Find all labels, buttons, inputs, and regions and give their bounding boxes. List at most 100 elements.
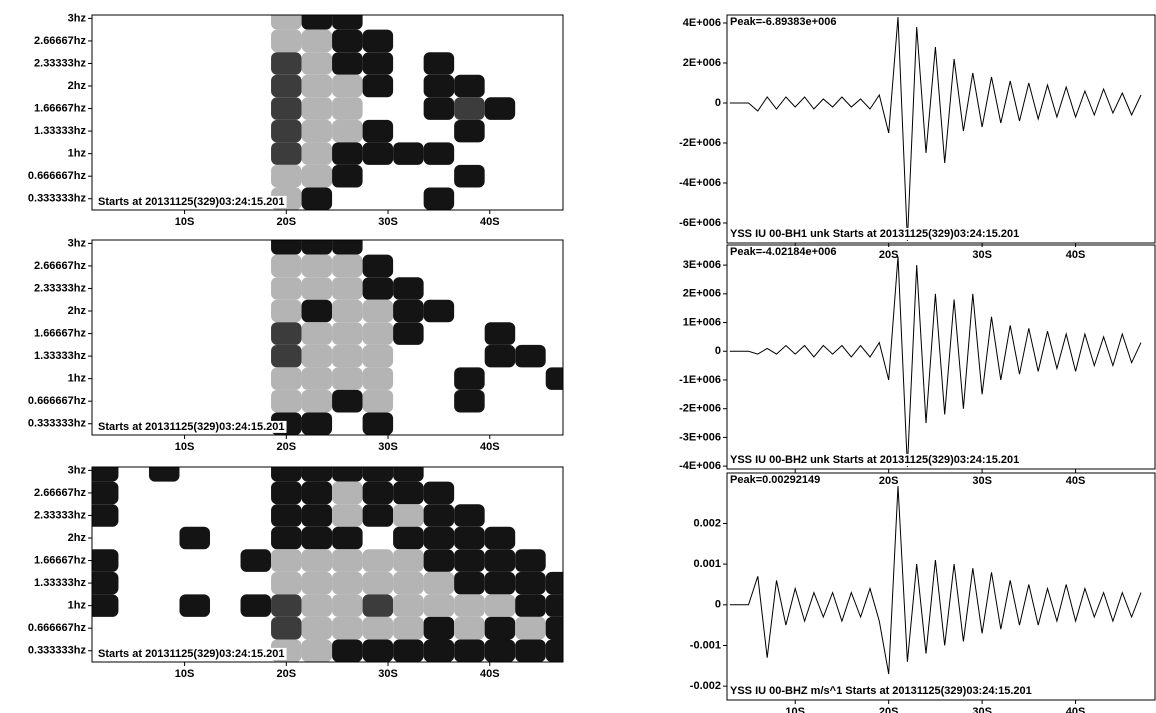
peak-label: Peak=-6.89383e+006 (730, 16, 836, 28)
spectrogram-cell (332, 97, 363, 120)
spectrogram-cell (332, 367, 363, 390)
spectrogram-cell (515, 639, 546, 662)
spectrogram-cell (332, 549, 363, 572)
y-tick-label: 3hz (68, 464, 87, 476)
spectrogram-cell (301, 481, 333, 505)
label-background (96, 195, 287, 208)
start-time-label: Starts at 20131125(329)03:24:15.201 (98, 421, 285, 433)
y-tick-label: 2.33333hz (34, 282, 86, 294)
y-tick-label: 0.666667hz (28, 622, 87, 634)
spectrogram-cell (362, 277, 394, 300)
spectrogram-cell (332, 277, 363, 300)
spectrogram-cell (393, 299, 424, 323)
y-tick-label: 3E+006 (683, 259, 721, 271)
spectrogram-cell (301, 594, 333, 617)
spectrogram-cell (454, 571, 485, 595)
spectrogram-cell (301, 571, 333, 595)
start-time-label: Starts at 20131125(329)03:24:15.201 (98, 648, 285, 660)
y-tick-label: 2hz (68, 305, 87, 317)
spectrogram-cell (271, 119, 302, 143)
spectrogram-cell (393, 142, 424, 165)
y-tick-label: 1.33333hz (34, 125, 86, 137)
spectrogram-cell (423, 571, 455, 595)
y-tick-label: -3E+006 (679, 431, 721, 443)
x-tick-label: 20S (277, 668, 297, 680)
spectrogram-cell (362, 571, 394, 595)
x-tick-label: 10S (175, 441, 195, 453)
x-tick-label: 30S (378, 441, 398, 453)
y-tick-label: 1.66667hz (34, 327, 86, 339)
y-tick-label: 0.333333hz (28, 193, 87, 205)
spectrogram-cell (271, 481, 302, 505)
plot-frame (726, 244, 1156, 470)
spectrogram-cell (301, 322, 333, 345)
x-tick-label: 30S (972, 706, 992, 713)
y-tick-label: 0 (715, 345, 721, 357)
channel-caption: YSS IU 00-BHZ m/s^1 Starts at 20131125(3… (730, 685, 1032, 697)
spectrogram-cell (423, 481, 455, 505)
y-tick-label: 2.66667hz (34, 487, 86, 499)
spectrogram-cell (423, 52, 455, 75)
spectrogram-cell (271, 29, 302, 53)
channel-caption: YSS IU 00-BH2 unk Starts at 20131125(329… (730, 454, 1019, 466)
spectrogram-cell (393, 277, 424, 300)
spectrogram-cell (484, 549, 516, 572)
x-tick-label: 40S (480, 441, 500, 453)
spectrogram-cell (332, 15, 363, 30)
spectrogram-cell (301, 74, 333, 98)
spectrogram-cell (240, 549, 272, 572)
x-tick-label: 30S (378, 216, 398, 228)
y-tick-label: -4E+006 (679, 460, 721, 472)
spectrogram-cell (393, 322, 424, 345)
spectrogram-cell (271, 526, 302, 550)
plot-frame (91, 14, 564, 211)
plot-frame (91, 239, 564, 436)
spectrogram-cell (362, 389, 394, 413)
spectrogram-cell (271, 142, 302, 165)
spectrogram-cell (362, 119, 394, 143)
spectrogram-cell (271, 594, 302, 617)
spectrogram-cell (92, 594, 119, 617)
spectrogram-cell (92, 467, 119, 482)
y-tick-label: 0.333333hz (28, 645, 87, 657)
y-tick-label: 0 (715, 97, 721, 109)
x-tick-label: 30S (378, 668, 398, 680)
spectrogram-cell (362, 367, 394, 390)
spectrogram-cell (454, 367, 485, 390)
spectrogram-cell (92, 571, 119, 595)
spectrogram-cell (423, 616, 455, 640)
y-tick-label: 3hz (68, 237, 87, 249)
spectrogram-cell (515, 571, 546, 595)
spectrogram-cell (362, 344, 394, 368)
spectrogram-cell (454, 549, 485, 572)
spectrogram-cell (454, 74, 485, 98)
spectrogram-cell (545, 571, 563, 595)
spectrogram-cell (332, 74, 363, 98)
spectrogram-cell (301, 299, 333, 323)
x-tick-label: 10S (175, 216, 195, 228)
spectrogram-cell (393, 594, 424, 617)
spectrogram-cell (301, 412, 333, 435)
x-tick-label: 20S (879, 249, 899, 261)
spectrogram-cell (423, 549, 455, 572)
spectrogram-cell (484, 344, 516, 368)
spectrogram-cell (332, 481, 363, 505)
spectrogram-cell (271, 616, 302, 640)
y-tick-label: 1.33333hz (34, 350, 86, 362)
y-tick-label: 1hz (68, 373, 87, 385)
spectrogram-cell (362, 481, 394, 505)
plot-frame (726, 14, 1156, 244)
spectrogram-cell (271, 74, 302, 98)
y-tick-label: 1.66667hz (34, 554, 86, 566)
y-tick-label: 0.001 (693, 558, 721, 570)
label-background (728, 453, 1022, 466)
spectrogram-cell (362, 504, 394, 527)
spectrogram-cell (484, 322, 516, 345)
spectrogram-cell (393, 526, 424, 550)
spectrogram-cell (301, 97, 333, 120)
spectrogram-cell (423, 299, 455, 323)
spectrogram-cell (301, 187, 333, 210)
spectrogram-cell (545, 639, 563, 662)
y-tick-label: 4E+006 (683, 17, 721, 29)
